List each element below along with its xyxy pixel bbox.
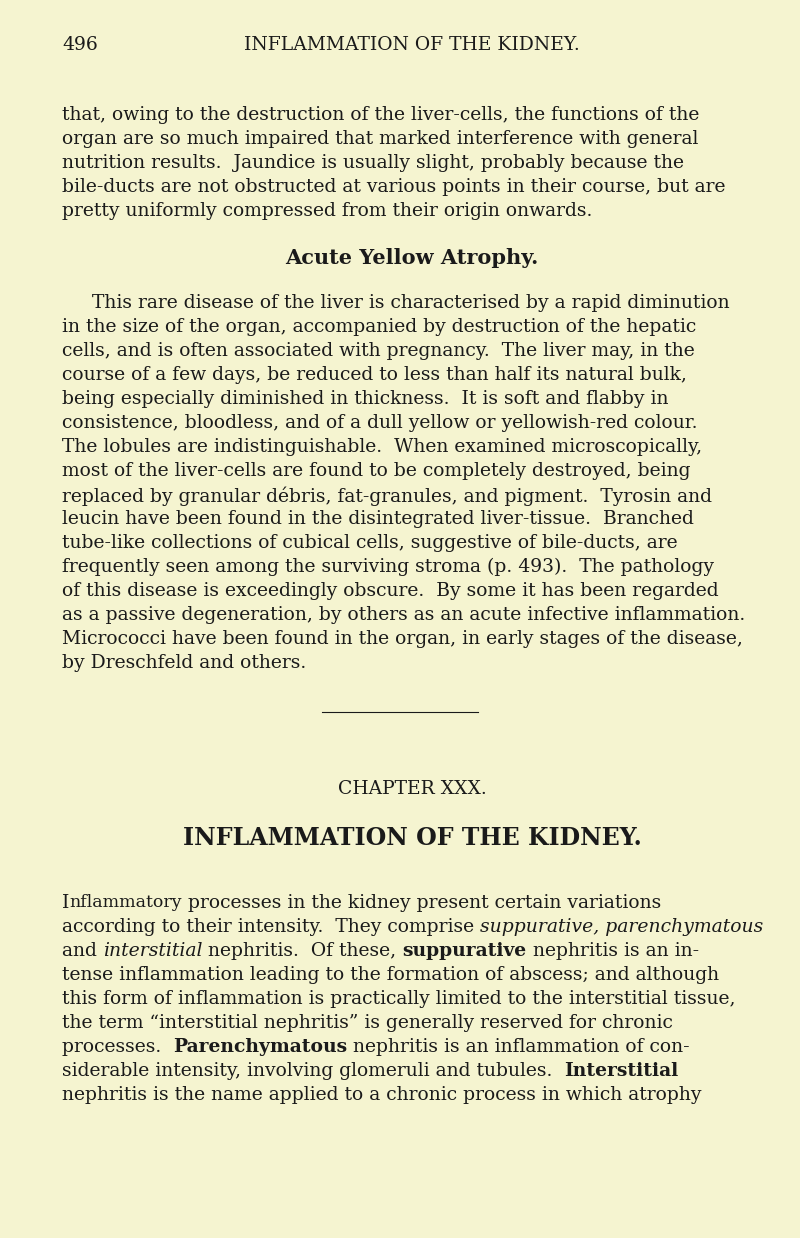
Text: organ are so much impaired that marked interference with general: organ are so much impaired that marked i… — [62, 130, 698, 149]
Text: replaced by granular débris, fat-granules, and pigment.  Tyrosin and: replaced by granular débris, fat-granule… — [62, 487, 712, 505]
Text: of this disease is exceedingly obscure.  By some it has been regarded: of this disease is exceedingly obscure. … — [62, 582, 718, 600]
Text: consistence, bloodless, and of a dull yellow or yellowish-red colour.: consistence, bloodless, and of a dull ye… — [62, 413, 698, 432]
Text: nephritis is the name applied to a chronic process in which atrophy: nephritis is the name applied to a chron… — [62, 1086, 702, 1104]
Text: by Dreschfeld and others.: by Dreschfeld and others. — [62, 654, 306, 672]
Text: CHAPTER XXX.: CHAPTER XXX. — [338, 780, 486, 799]
Text: leucin have been found in the disintegrated liver-tissue.  Branched: leucin have been found in the disintegra… — [62, 510, 694, 527]
Text: processes.: processes. — [62, 1037, 174, 1056]
Text: INFLAMMATION OF THE KIDNEY.: INFLAMMATION OF THE KIDNEY. — [244, 36, 580, 54]
Text: nutrition results.  Jaundice is usually slight, probably because the: nutrition results. Jaundice is usually s… — [62, 154, 684, 172]
Text: 496: 496 — [62, 36, 98, 54]
Text: Acute Yellow Atrophy.: Acute Yellow Atrophy. — [286, 248, 538, 267]
Text: This rare disease of the liver is characterised by a rapid diminution: This rare disease of the liver is charac… — [92, 293, 730, 312]
Text: frequently seen among the surviving stroma (p. 493).  The pathology: frequently seen among the surviving stro… — [62, 558, 714, 576]
Text: INFLAMMATION OF THE KIDNEY.: INFLAMMATION OF THE KIDNEY. — [182, 826, 642, 851]
Text: suppurative: suppurative — [402, 942, 526, 959]
Text: Micrococci have been found in the organ, in early stages of the disease,: Micrococci have been found in the organ,… — [62, 630, 743, 647]
Text: tense inflammation leading to the formation of abscess; and although: tense inflammation leading to the format… — [62, 966, 719, 984]
Text: cells, and is often associated with pregnancy.  The liver may, in the: cells, and is often associated with preg… — [62, 342, 694, 360]
Text: in the size of the organ, accompanied by destruction of the hepatic: in the size of the organ, accompanied by… — [62, 318, 696, 335]
Text: course of a few days, be reduced to less than half its natural bulk,: course of a few days, be reduced to less… — [62, 366, 687, 384]
Text: this form of inflammation is practically limited to the interstitial tissue,: this form of inflammation is practically… — [62, 990, 735, 1008]
Text: nephritis is an in-: nephritis is an in- — [526, 942, 698, 959]
Text: Interstitial: Interstitial — [564, 1062, 678, 1080]
Text: Parenchymatous: Parenchymatous — [174, 1037, 347, 1056]
Text: nephritis is an inflammation of con-: nephritis is an inflammation of con- — [347, 1037, 690, 1056]
Text: that, owing to the destruction of the liver-cells, the functions of the: that, owing to the destruction of the li… — [62, 106, 699, 124]
Text: the term “interstitial nephritis” is generally reserved for chronic: the term “interstitial nephritis” is gen… — [62, 1014, 673, 1032]
Text: The lobules are indistinguishable.  When examined microscopically,: The lobules are indistinguishable. When … — [62, 438, 702, 456]
Text: being especially diminished in thickness.  It is soft and flabby in: being especially diminished in thickness… — [62, 390, 669, 409]
Text: suppurative, parenchymatous: suppurative, parenchymatous — [480, 919, 763, 936]
Text: interstitial: interstitial — [103, 942, 202, 959]
Text: siderable intensity, involving glomeruli and tubules.: siderable intensity, involving glomeruli… — [62, 1062, 564, 1080]
Text: according to their intensity.  They comprise: according to their intensity. They compr… — [62, 919, 480, 936]
Text: as a passive degeneration, by others as an acute infective inflammation.: as a passive degeneration, by others as … — [62, 605, 746, 624]
Text: nflammatory: nflammatory — [70, 894, 182, 911]
Text: most of the liver-cells are found to be completely destroyed, being: most of the liver-cells are found to be … — [62, 462, 690, 480]
Text: processes in the kidney present certain variations: processes in the kidney present certain … — [182, 894, 662, 912]
Text: tube-like collections of cubical cells, suggestive of bile-ducts, are: tube-like collections of cubical cells, … — [62, 534, 678, 552]
Text: pretty uniformly compressed from their origin onwards.: pretty uniformly compressed from their o… — [62, 202, 592, 220]
Text: and: and — [62, 942, 103, 959]
Text: nephritis.  Of these,: nephritis. Of these, — [202, 942, 402, 959]
Text: bile-ducts are not obstructed at various points in their course, but are: bile-ducts are not obstructed at various… — [62, 178, 726, 196]
Text: I: I — [62, 894, 70, 912]
